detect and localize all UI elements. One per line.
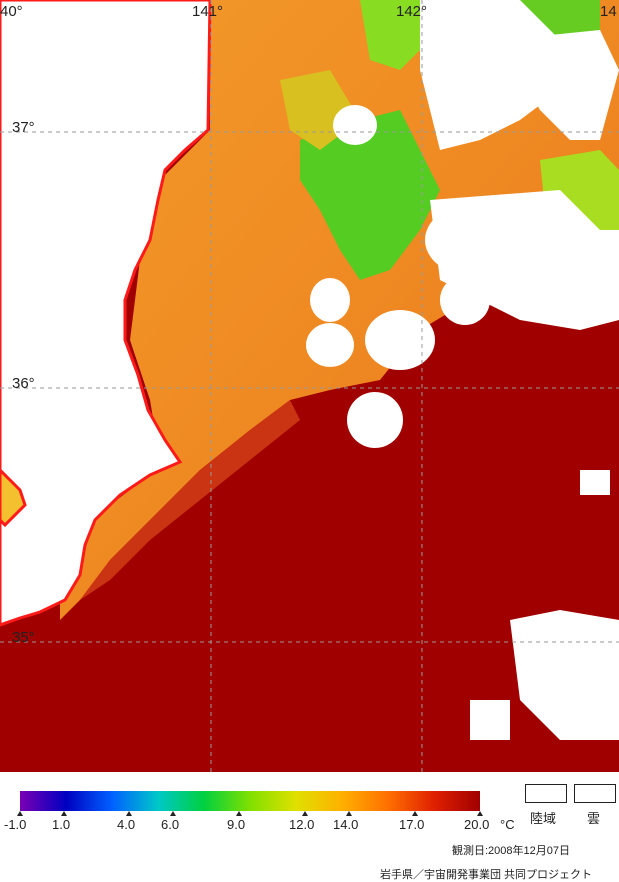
colorbar-tick-mark bbox=[477, 811, 483, 816]
land-honshu bbox=[0, 0, 212, 627]
colorbar-tick-mark bbox=[236, 811, 242, 816]
colorbar-tick-label: 1.0 bbox=[52, 817, 71, 832]
colorbar-tick-label: 9.0 bbox=[227, 817, 246, 832]
colorbar-tick-label: -1.0 bbox=[4, 817, 27, 832]
transition-band bbox=[80, 400, 300, 600]
colorbar-unit: °C bbox=[500, 817, 515, 832]
credit-text: 岩手県／宇宙開発事業団 共同プロジェクト bbox=[380, 869, 593, 881]
sst-map-canvas bbox=[0, 0, 619, 772]
colorbar-tick-label: 17.0 bbox=[399, 817, 425, 832]
colorbar-tick-mark bbox=[302, 811, 308, 816]
sst-map: 40° 141° 142° 14 37° 36° 35° bbox=[0, 0, 619, 772]
colorbar-tick-label: 6.0 bbox=[161, 817, 180, 832]
colorbar-tick-label: 12.0 bbox=[289, 817, 315, 832]
colorbar-tick-label: 4.0 bbox=[117, 817, 136, 832]
observation-date: 観測日:2008年12月07日 bbox=[452, 845, 570, 857]
colorbar-tick-mark bbox=[412, 811, 418, 816]
cold-water-patch bbox=[300, 110, 440, 280]
colorbar-tick-label: 14.0 bbox=[333, 817, 359, 832]
colorbar-tick-mark bbox=[126, 811, 132, 816]
lat-label: 36° bbox=[12, 375, 35, 392]
temperature-colorbar bbox=[20, 791, 480, 811]
colorbar-tick-label: 20.0 bbox=[464, 817, 490, 832]
colorbar-tick-mark bbox=[17, 811, 23, 816]
lon-label: 141° bbox=[192, 3, 224, 20]
lon-label: 142° bbox=[396, 3, 428, 20]
land-label: 陸域 bbox=[530, 811, 557, 826]
colorbar-tick-mark bbox=[61, 811, 67, 816]
lon-label: 14 bbox=[600, 3, 617, 20]
lat-label: 35° bbox=[12, 629, 35, 646]
lon-label: 40° bbox=[0, 3, 23, 20]
land-swatch bbox=[525, 784, 567, 803]
colorbar-tick-mark bbox=[346, 811, 352, 816]
land-boso-tip bbox=[0, 467, 27, 528]
cloud-swatch bbox=[574, 784, 616, 803]
cloud-label: 雲 bbox=[587, 811, 601, 826]
graticule bbox=[0, 0, 619, 772]
legend-panel bbox=[0, 772, 619, 881]
lat-label: 37° bbox=[12, 119, 35, 136]
colorbar-tick-mark bbox=[170, 811, 176, 816]
